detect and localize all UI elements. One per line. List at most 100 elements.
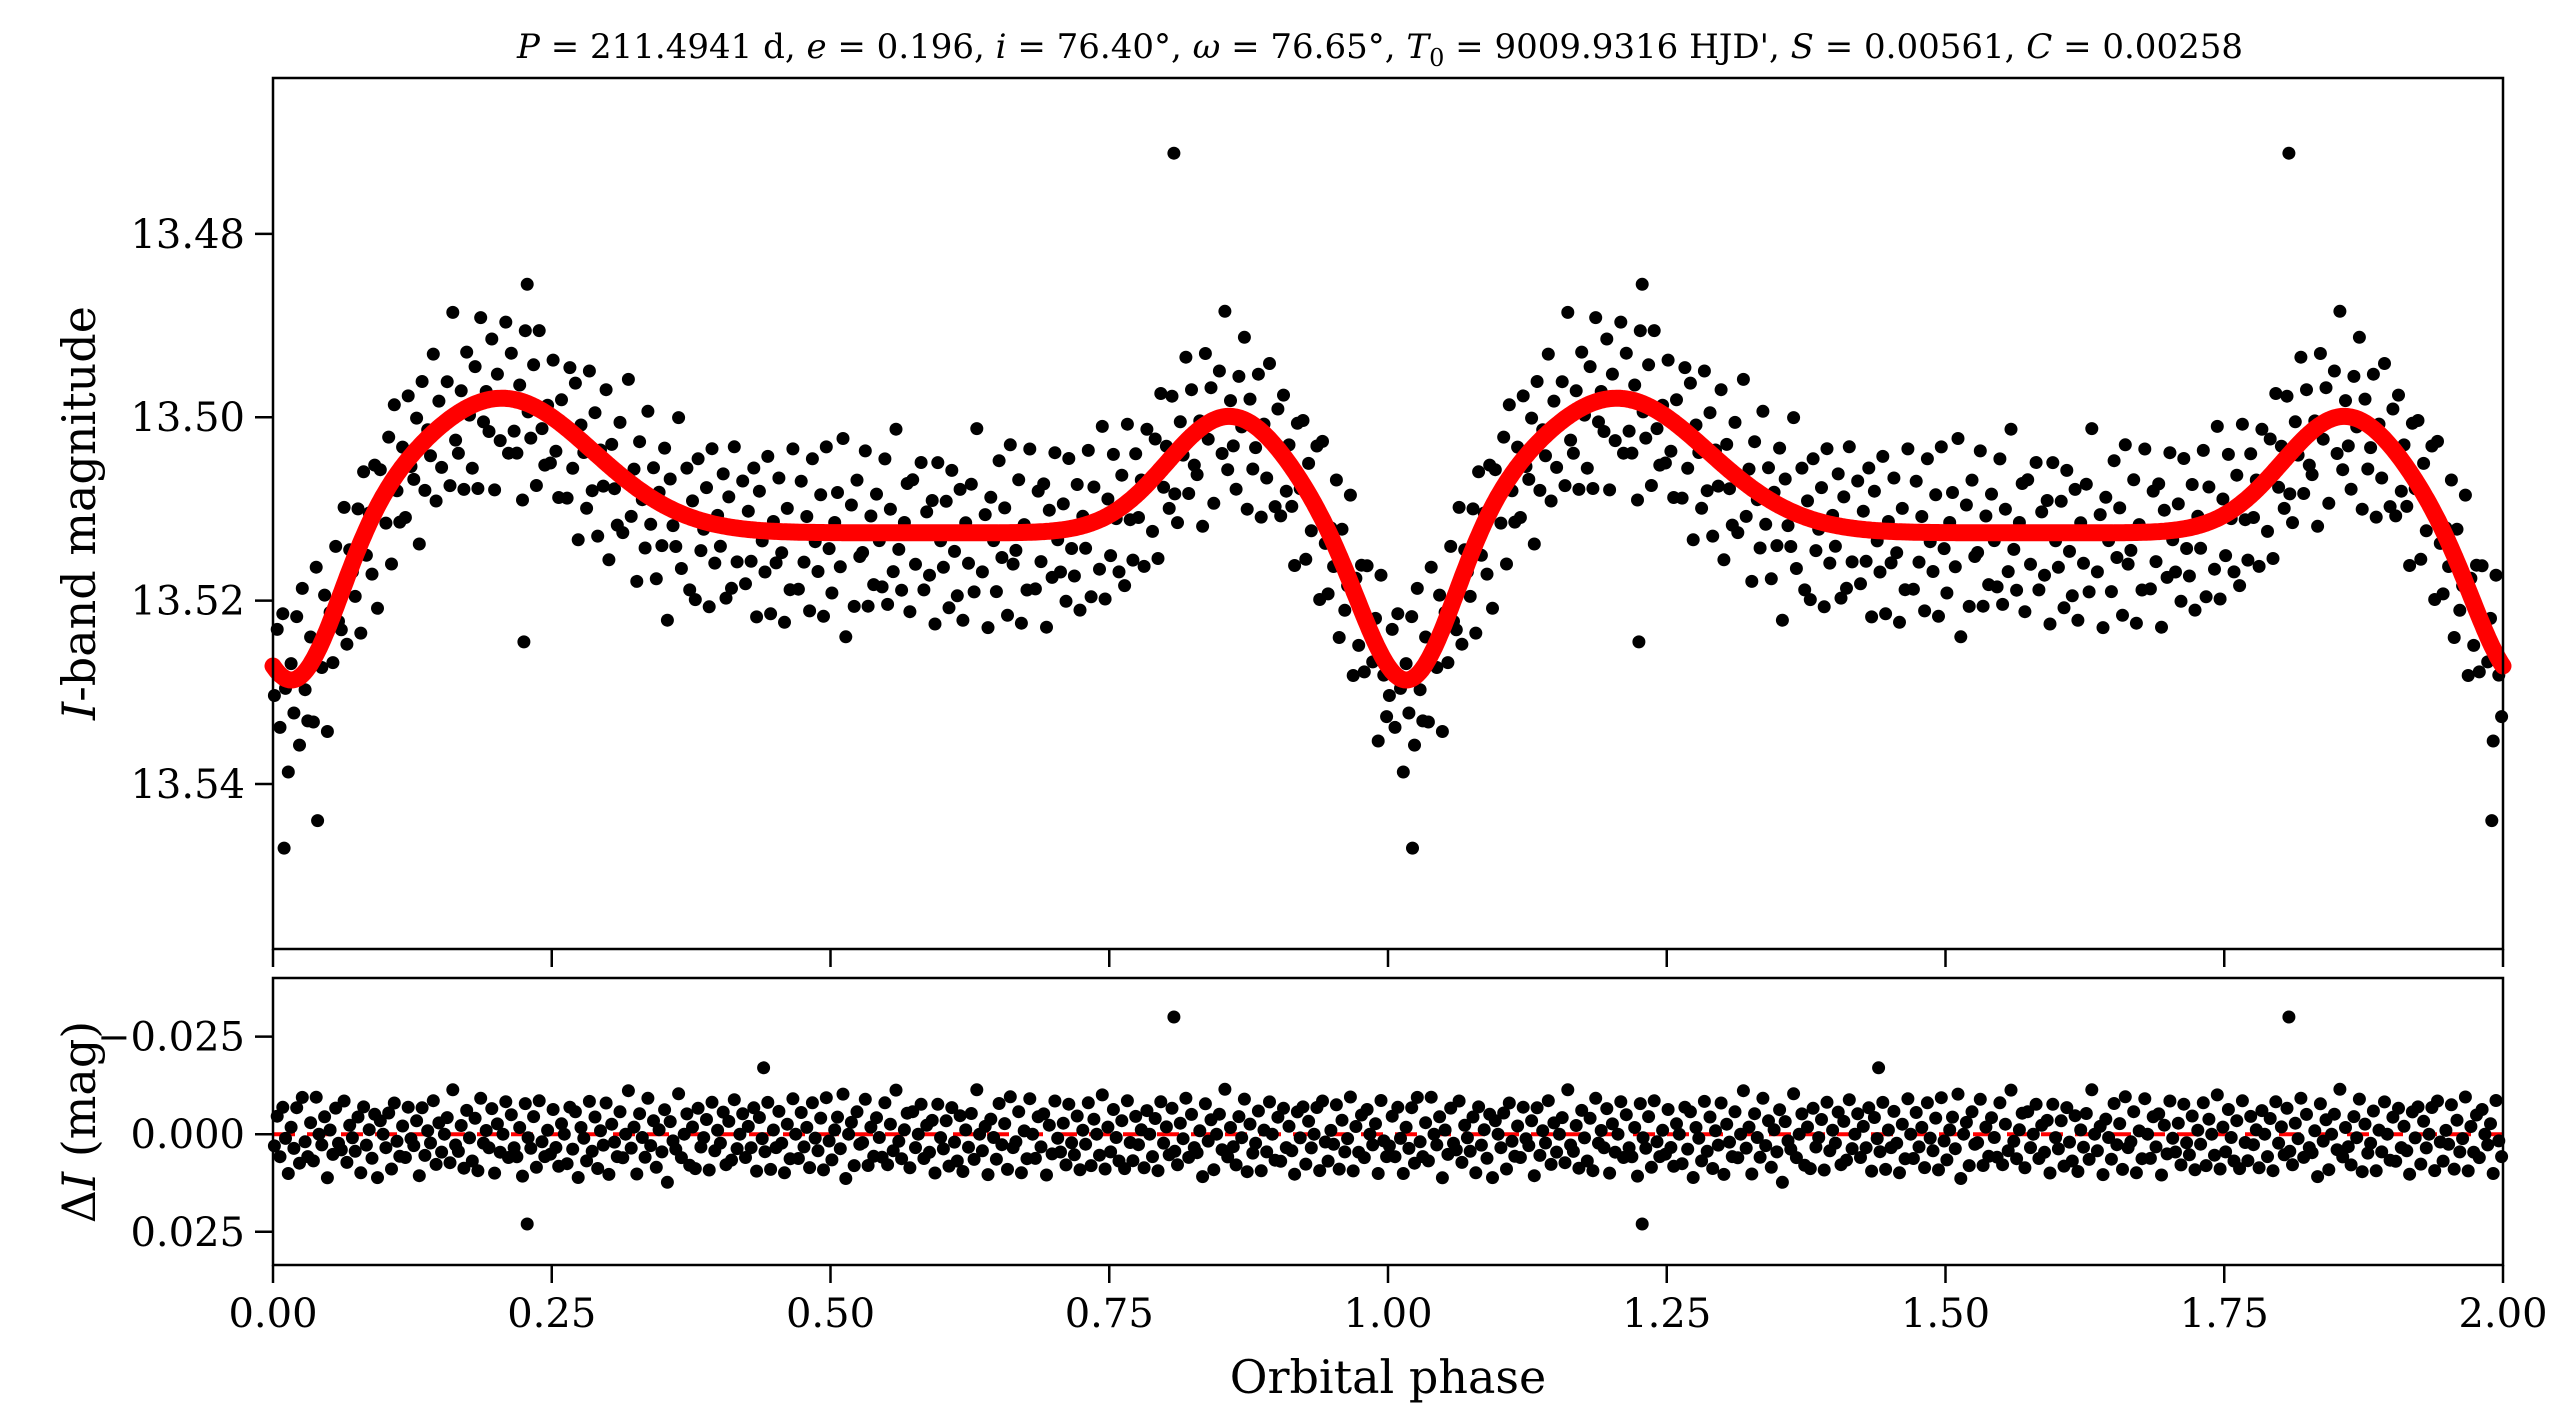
- top-y-label-text: -band magnitude: [52, 306, 106, 702]
- residual-point: [471, 1164, 485, 1178]
- data-point: [923, 568, 936, 582]
- data-point: [658, 441, 672, 455]
- residual-point: [490, 1117, 504, 1131]
- residual-point: [345, 1131, 359, 1145]
- data-point: [1564, 433, 1578, 447]
- residual-point: [2040, 1113, 2054, 1127]
- residual-point: [2481, 1138, 2495, 1152]
- residual-point: [1410, 1090, 1424, 1104]
- residual-point: [2082, 1152, 2096, 1166]
- bottom-panel: −0.025 0.000 0.025 0.00 0.25 0.50 0.75 1.00 1.2…: [52, 976, 2548, 1404]
- x-tick-label: 1.00: [1343, 1291, 1432, 1337]
- residual-point: [649, 1160, 663, 1174]
- data-point: [1597, 425, 1611, 438]
- residual-point: [1987, 1131, 2001, 1144]
- data-point: [1985, 487, 1998, 501]
- residual-point: [2327, 1107, 2341, 1121]
- residual-point: [359, 1138, 373, 1152]
- residual-point: [2244, 1109, 2258, 1123]
- data-point: [939, 494, 953, 508]
- data-point: [666, 519, 680, 533]
- residual-point: [705, 1095, 719, 1109]
- data-point: [1971, 546, 1985, 559]
- residual-point: [2224, 1131, 2238, 1144]
- residual-point: [2369, 1164, 2383, 1178]
- residual-point: [1826, 1123, 1840, 1137]
- residual-point: [407, 1139, 421, 1153]
- data-point: [588, 406, 602, 420]
- residual-point: [1664, 1141, 1678, 1154]
- data-point: [1770, 539, 1784, 553]
- residual-point: [2397, 1119, 2411, 1133]
- residual-point: [931, 1097, 945, 1111]
- data-point: [1502, 398, 1516, 412]
- bottom-y-label-prefix: Δ: [52, 1190, 106, 1223]
- data-point: [1614, 315, 1628, 329]
- data-point: [2485, 814, 2499, 828]
- data-point: [1695, 501, 1709, 515]
- data-point: [2124, 543, 2138, 557]
- residual-point: [786, 1092, 800, 1106]
- residual-point: [1424, 1090, 1438, 1104]
- data-point: [1093, 562, 1106, 576]
- residual-point: [1795, 1107, 1809, 1121]
- residual-point: [805, 1096, 819, 1110]
- residual-point: [2007, 1134, 2021, 1148]
- data-point: [1823, 556, 1837, 570]
- data-point: [1918, 604, 1932, 618]
- data-point: [1516, 389, 1530, 403]
- residual-point: [1586, 1164, 1600, 1178]
- x-tick-label: 0.25: [507, 1291, 596, 1337]
- data-point: [2403, 559, 2417, 572]
- title-C-value: = 0.00258: [2052, 27, 2243, 67]
- residual-point: [814, 1111, 828, 1125]
- residual-point: [479, 1124, 493, 1137]
- data-point: [1254, 510, 1268, 524]
- residual-point: [1993, 1096, 2007, 1110]
- data-point: [647, 461, 660, 475]
- residual-point: [1603, 1166, 1617, 1180]
- data-point: [298, 683, 312, 697]
- residual-point: [1106, 1103, 1120, 1116]
- residual-point: [1084, 1159, 1098, 1173]
- data-point: [560, 491, 574, 505]
- data-point: [992, 454, 1006, 468]
- data-point: [1118, 579, 1132, 593]
- residual-point: [1140, 1104, 1154, 1118]
- residual-point: [1363, 1127, 1377, 1141]
- residual-point: [934, 1131, 948, 1145]
- data-point: [2252, 559, 2266, 573]
- residual-point: [323, 1123, 337, 1137]
- data-point: [780, 501, 794, 515]
- residual-point: [948, 1135, 961, 1149]
- residual-point: [1274, 1154, 1288, 1168]
- residual-point: [730, 1142, 744, 1156]
- residual-point: [2138, 1092, 2152, 1106]
- data-point: [457, 482, 471, 496]
- residual-point: [2208, 1148, 2221, 1162]
- residual-point: [1867, 1111, 1881, 1124]
- data-point: [2169, 565, 2182, 579]
- data-point: [2241, 553, 2255, 567]
- data-point: [566, 461, 580, 475]
- data-point: [716, 467, 730, 481]
- data-point: [1789, 562, 1803, 575]
- residual-point: [1728, 1105, 1742, 1119]
- data-point: [2263, 432, 2277, 446]
- residual-point: [2288, 1116, 2302, 1130]
- data-point: [2339, 394, 2352, 408]
- data-point: [772, 471, 786, 485]
- data-point: [468, 360, 482, 374]
- data-point: [1748, 435, 1762, 449]
- data-point: [621, 372, 635, 386]
- residual-point: [527, 1110, 541, 1124]
- data-point: [2196, 443, 2210, 457]
- data-point: [1909, 474, 1923, 488]
- data-point: [1884, 556, 1898, 570]
- data-point: [1867, 484, 1881, 498]
- data-point: [1834, 591, 1848, 605]
- residual-point: [975, 1144, 989, 1158]
- data-point: [644, 517, 658, 531]
- data-point: [1990, 580, 2004, 594]
- data-point: [1081, 443, 1095, 457]
